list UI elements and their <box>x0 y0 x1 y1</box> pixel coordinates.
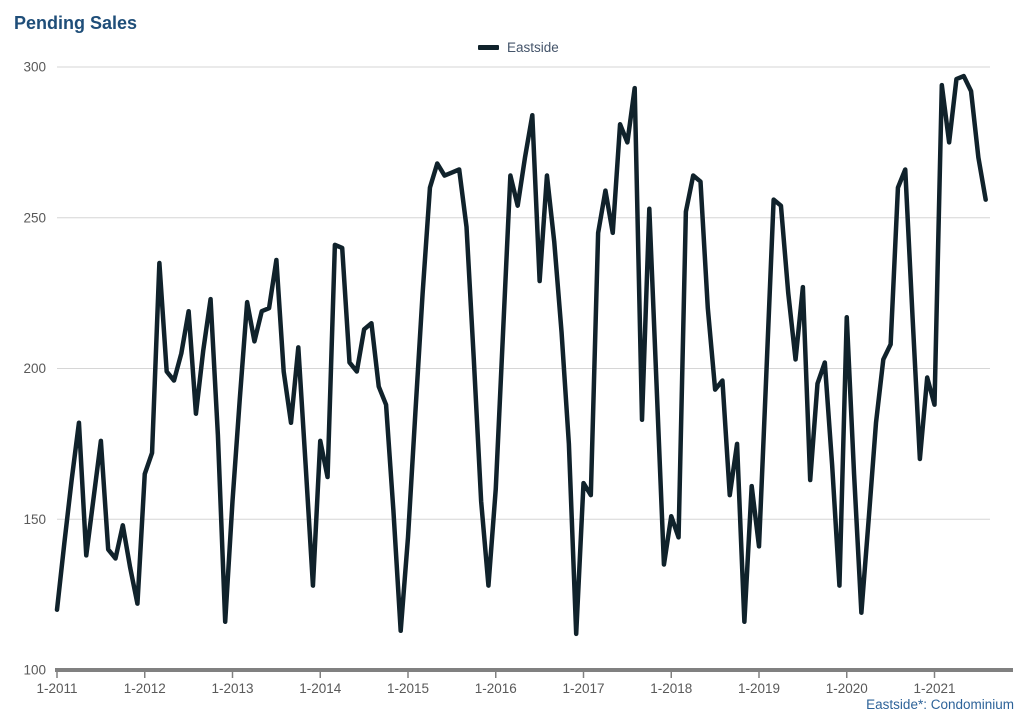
x-axis-label: 1-2015 <box>387 681 429 696</box>
x-axis-label: 1-2020 <box>826 681 868 696</box>
x-axis-label: 1-2021 <box>913 681 955 696</box>
legend: Eastside <box>478 40 559 55</box>
x-axis-label: 1-2013 <box>211 681 253 696</box>
series-line-eastside <box>54 73 988 637</box>
x-axis-label: 1-2019 <box>738 681 780 696</box>
x-axis-label: 1-2011 <box>36 681 77 696</box>
x-axis-label: 1-2012 <box>124 681 166 696</box>
y-axis-label: 200 <box>23 361 46 376</box>
x-axis-label: 1-2016 <box>475 681 517 696</box>
y-axis-label: 150 <box>23 512 46 527</box>
chart-footnote: Eastside*: Condominium <box>866 697 1014 712</box>
y-axis-label: 300 <box>23 60 46 75</box>
chart-title: Pending Sales <box>14 13 138 33</box>
x-axis-label: 1-2018 <box>650 681 692 696</box>
legend-swatch-line <box>478 45 499 50</box>
y-axis-label: 100 <box>23 663 46 678</box>
x-axis-label: 1-2017 <box>562 681 604 696</box>
x-axis-label: 1-2014 <box>299 681 342 696</box>
y-axis-label: 250 <box>23 210 46 225</box>
legend-label: Eastside <box>507 40 559 55</box>
